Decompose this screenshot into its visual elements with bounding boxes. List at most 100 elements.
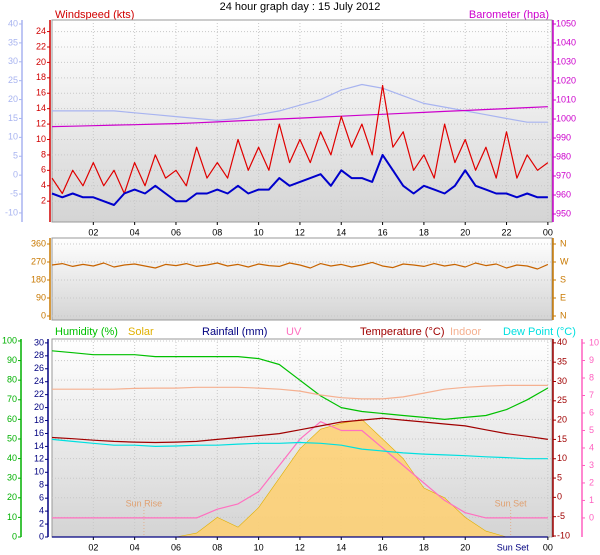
y2-tick-label: 28 bbox=[34, 350, 44, 360]
plot-area bbox=[51, 19, 553, 223]
y3-tick-label: 30 bbox=[557, 376, 567, 386]
x-tick-label: 14 bbox=[336, 227, 346, 237]
y4-tick-label: 8 bbox=[589, 372, 594, 382]
y-tick-label: 20 bbox=[36, 57, 46, 67]
y-tick-label: 22 bbox=[36, 41, 46, 51]
y2-tick-label: 1020 bbox=[556, 75, 576, 85]
x-tick-label: 16 bbox=[378, 542, 388, 552]
y2-tick-label: 0 bbox=[39, 531, 44, 541]
y-tick-label: 10 bbox=[36, 134, 46, 144]
x-tick-label: 20 bbox=[460, 542, 470, 552]
y3-tick-label: 15 bbox=[557, 434, 567, 444]
x-tick-label: 04 bbox=[130, 227, 140, 237]
chart-title: 24 hour graph day : 15 July 2012 bbox=[220, 1, 381, 13]
y2-tick-label: 22 bbox=[34, 389, 44, 399]
x-tick-label: 12 bbox=[295, 542, 305, 552]
x-tick-label: 06 bbox=[171, 227, 181, 237]
y-tick-label: 0 bbox=[12, 531, 17, 541]
series-line bbox=[51, 438, 548, 460]
y3-tick-label: 40 bbox=[8, 18, 18, 28]
y-tick-label: 30 bbox=[7, 473, 17, 483]
annotation: Sun Rise bbox=[126, 498, 163, 508]
y2-tick-label: 18 bbox=[34, 415, 44, 425]
y-tick-label: 0 bbox=[41, 310, 46, 320]
y-tick-label: 18 bbox=[36, 72, 46, 82]
y-tick-label: 270 bbox=[31, 256, 46, 266]
y2-tick-label: 980 bbox=[556, 151, 571, 161]
y3-tick-label: 10 bbox=[8, 132, 18, 142]
y2-tick-label: 10 bbox=[34, 467, 44, 477]
x-tick-label: 08 bbox=[212, 542, 222, 552]
legend-entry: UV bbox=[286, 326, 302, 338]
x-tick-label: 16 bbox=[378, 227, 388, 237]
y2-tick-label: N bbox=[560, 310, 567, 320]
y2-tick-label: 2 bbox=[39, 518, 44, 528]
y2-tick-label: 1000 bbox=[556, 113, 576, 123]
y3-tick-label: 25 bbox=[557, 395, 567, 405]
y2-tick-label: W bbox=[560, 256, 569, 266]
y-tick-label: 10 bbox=[7, 512, 17, 522]
annotation: Sun Set bbox=[495, 498, 528, 508]
legend-entry: Temperature (°C) bbox=[360, 326, 444, 338]
series-line bbox=[52, 421, 548, 519]
y-tick-label: 80 bbox=[7, 375, 17, 385]
y3-tick-label: 20 bbox=[557, 414, 567, 424]
y2-tick-label: 24 bbox=[34, 376, 44, 386]
y2-tick-label: 1050 bbox=[556, 18, 576, 28]
series-line bbox=[51, 261, 549, 270]
y3-tick-label: 15 bbox=[8, 113, 18, 123]
y-tick-label: 180 bbox=[31, 274, 46, 284]
y3-tick-label: 5 bbox=[557, 472, 562, 482]
y-tick-label: 16 bbox=[36, 88, 46, 98]
y2-tick-label: 990 bbox=[556, 132, 571, 142]
y4-tick-label: 5 bbox=[589, 425, 594, 435]
y-tick-label: 20 bbox=[7, 492, 17, 502]
y-tick-label: 90 bbox=[36, 292, 46, 302]
y2-tick-label: 20 bbox=[34, 402, 44, 412]
y-tick-label: 90 bbox=[7, 355, 17, 365]
y2-tick-label: 16 bbox=[34, 428, 44, 438]
y4-tick-label: 3 bbox=[589, 460, 594, 470]
y2-tick-label: 14 bbox=[34, 441, 44, 451]
x-tick-label: 00 bbox=[543, 227, 553, 237]
y2-tick-label: 950 bbox=[556, 208, 571, 218]
y-tick-label: 360 bbox=[31, 238, 46, 248]
legend-entry: Indoor bbox=[450, 326, 482, 338]
y4-tick-label: 10 bbox=[589, 337, 599, 347]
y-tick-label: 70 bbox=[7, 394, 17, 404]
y3-tick-label: -5 bbox=[557, 511, 565, 521]
series-line bbox=[51, 106, 548, 128]
series-line bbox=[51, 84, 549, 195]
y4-tick-label: 6 bbox=[589, 407, 594, 417]
series-line bbox=[52, 384, 548, 400]
y3-tick-label: 30 bbox=[8, 56, 18, 66]
y2-tick-label: S bbox=[560, 274, 566, 284]
x-tick-label: 08 bbox=[212, 227, 222, 237]
y4-tick-label: 7 bbox=[589, 390, 594, 400]
y3-tick-label: 0 bbox=[13, 170, 18, 180]
y4-tick-label: 4 bbox=[589, 442, 594, 452]
plot-area bbox=[51, 237, 553, 321]
y3-tick-label: -5 bbox=[10, 188, 18, 198]
x-tick-label: 22 bbox=[502, 227, 512, 237]
y-tick-label: 50 bbox=[7, 433, 17, 443]
y2-axis-title: Barometer (hpa) bbox=[469, 9, 549, 21]
legend-entry: Solar bbox=[128, 326, 154, 338]
y2-tick-label: 960 bbox=[556, 189, 571, 199]
y2-tick-label: 30 bbox=[34, 337, 44, 347]
x-tick-label: 10 bbox=[254, 542, 264, 552]
y-axis-title: Windspeed (kts) bbox=[55, 9, 134, 21]
y4-tick-label: 2 bbox=[589, 477, 594, 487]
x-tick-label: 18 bbox=[419, 227, 429, 237]
y-tick-label: 2 bbox=[41, 196, 46, 206]
y3-tick-label: 35 bbox=[8, 37, 18, 47]
y2-tick-label: 1010 bbox=[556, 94, 576, 104]
y2-tick-label: 12 bbox=[34, 454, 44, 464]
y3-tick-label: 0 bbox=[557, 492, 562, 502]
y2-tick-label: 1040 bbox=[556, 37, 576, 47]
legend-entry: Dew Point (°C) bbox=[503, 326, 576, 338]
y-tick-label: 12 bbox=[36, 118, 46, 128]
y-tick-label: 60 bbox=[7, 414, 17, 424]
y4-tick-label: 1 bbox=[589, 495, 594, 505]
